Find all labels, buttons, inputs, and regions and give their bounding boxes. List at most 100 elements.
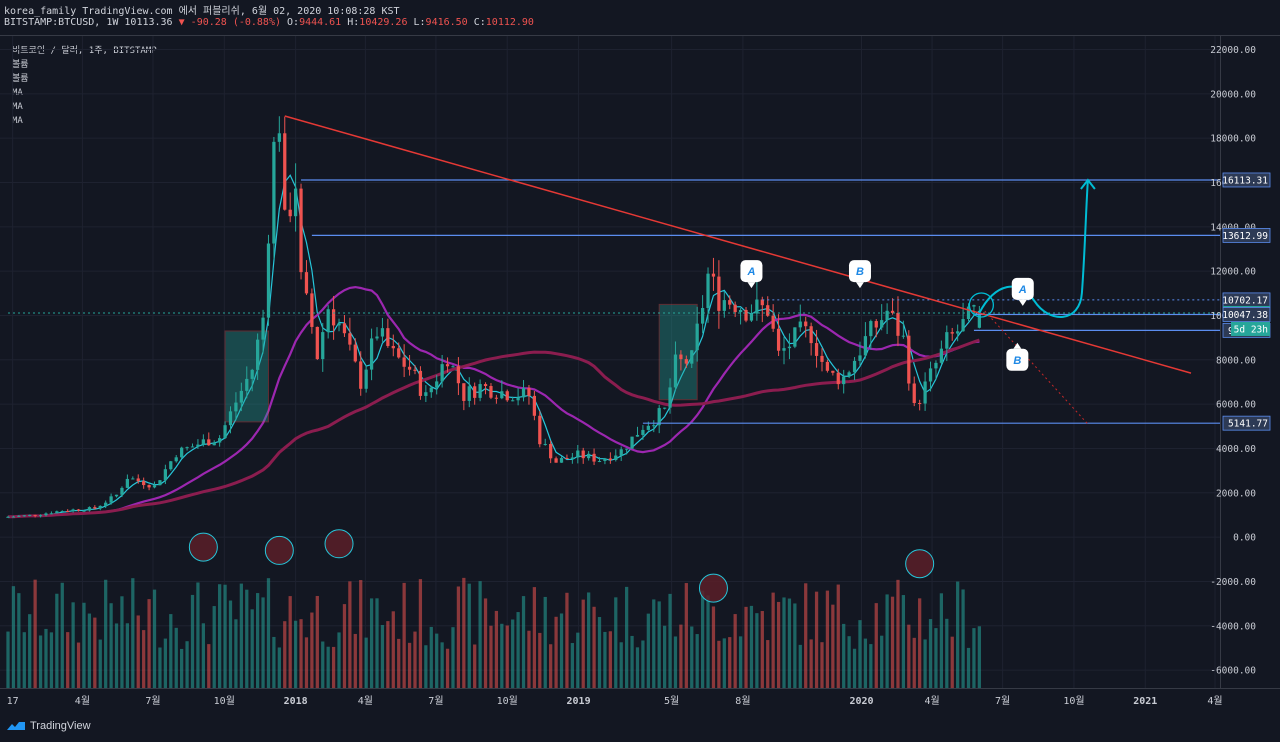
volume-bar bbox=[869, 644, 873, 688]
volume-spike-marker bbox=[264, 535, 294, 565]
candle-body bbox=[977, 312, 981, 328]
volume-bar bbox=[402, 582, 406, 688]
x-tick-label: 7월 bbox=[995, 695, 1010, 707]
volume-bar bbox=[549, 644, 553, 688]
volume-bar bbox=[966, 647, 971, 688]
volume-bar bbox=[163, 638, 167, 688]
volume-bar bbox=[950, 636, 954, 688]
candle-body bbox=[956, 331, 960, 334]
volume-bar bbox=[413, 631, 417, 688]
candle-body bbox=[608, 458, 612, 461]
legend-series-title[interactable]: 비트코인 / 달러, 1주, BITSTAMP bbox=[12, 46, 157, 56]
candle-body bbox=[543, 443, 547, 445]
volume-bar bbox=[880, 635, 884, 688]
candle-body bbox=[76, 509, 81, 511]
candle-body bbox=[825, 361, 830, 371]
volume-bar bbox=[435, 633, 439, 688]
volume-bar bbox=[766, 640, 770, 688]
candle-body bbox=[207, 439, 211, 446]
candle-body bbox=[386, 328, 390, 346]
x-tick-label: 2020 bbox=[849, 696, 873, 707]
candle-body bbox=[679, 354, 683, 360]
candle-body bbox=[451, 366, 455, 368]
volume-bar bbox=[928, 619, 933, 688]
candle-body bbox=[690, 350, 694, 364]
candle-body bbox=[700, 307, 705, 324]
volume-bar bbox=[543, 596, 547, 688]
candle-body bbox=[684, 359, 688, 364]
volume-bar bbox=[261, 597, 265, 688]
x-tick-label: 10월 bbox=[497, 695, 518, 707]
volume-spike-marker bbox=[905, 549, 935, 579]
price-tag-label: 16113.31 bbox=[1222, 175, 1268, 186]
tradingview-logo[interactable]: TradingView bbox=[6, 720, 91, 732]
volume-bar bbox=[641, 640, 645, 688]
volume-bar bbox=[565, 592, 569, 688]
candle-body bbox=[603, 458, 607, 461]
volume-bar bbox=[652, 599, 656, 688]
volume-bar bbox=[489, 625, 493, 688]
callout-bubble bbox=[848, 260, 871, 283]
candle-body bbox=[304, 272, 309, 294]
candle-body bbox=[635, 434, 640, 437]
volume-bar bbox=[679, 624, 683, 688]
candle-body bbox=[570, 457, 574, 459]
volume-bar bbox=[386, 621, 390, 688]
x-tick-label: 4월 bbox=[924, 695, 939, 707]
legend-ma[interactable]: MA bbox=[12, 88, 23, 98]
horizontal-levels bbox=[8, 179, 1220, 424]
volume-bar bbox=[733, 614, 737, 688]
volume-bar bbox=[321, 641, 325, 688]
volume-bar bbox=[700, 590, 705, 688]
volume-bar bbox=[131, 578, 135, 688]
volume-bar bbox=[6, 631, 10, 688]
candle-body bbox=[918, 402, 922, 404]
volume-bar bbox=[391, 611, 395, 688]
candle-body bbox=[163, 469, 167, 481]
moving-average-line bbox=[7, 338, 980, 519]
volume-bar bbox=[66, 632, 70, 688]
candle-body bbox=[429, 387, 433, 393]
candle-body bbox=[831, 370, 835, 373]
volume-bar bbox=[972, 628, 976, 688]
x-tick-label: 4월 bbox=[1207, 695, 1222, 707]
volume-bar bbox=[646, 613, 650, 688]
volume-bar bbox=[635, 647, 640, 688]
candle-body bbox=[793, 327, 797, 347]
volume-bar bbox=[212, 606, 216, 688]
volume-bar bbox=[104, 579, 108, 688]
x-tick-label: 10월 bbox=[214, 695, 235, 707]
legend-ma[interactable]: MA bbox=[12, 102, 23, 112]
candle-body bbox=[511, 400, 515, 402]
symbol-label[interactable]: BITSTAMP:BTCUSD, 1W 10113.36 bbox=[4, 17, 173, 28]
volume-bar bbox=[918, 598, 922, 688]
candle-body bbox=[733, 304, 737, 313]
logo-text: TradingView bbox=[30, 720, 91, 732]
candle-body bbox=[331, 309, 336, 326]
legend-volume[interactable]: 볼륨 bbox=[12, 60, 29, 70]
volume-bar bbox=[174, 627, 178, 688]
candle-body bbox=[359, 361, 363, 389]
volume-bar bbox=[852, 648, 857, 688]
volume-bar bbox=[511, 619, 515, 688]
price-tag-label: 10047.38 bbox=[1222, 310, 1268, 321]
volume-bar bbox=[136, 615, 140, 688]
candle-body bbox=[190, 446, 195, 448]
candle-body bbox=[820, 355, 824, 362]
candle-body bbox=[717, 276, 721, 311]
price-tag bbox=[1222, 307, 1271, 322]
volume-bar bbox=[820, 642, 824, 688]
candle-body bbox=[277, 133, 281, 142]
x-tick-label: 17 bbox=[7, 696, 19, 707]
volume-bar bbox=[272, 636, 276, 688]
price-tag-label: 10702.17 bbox=[1222, 295, 1268, 306]
legend-ma[interactable]: MA bbox=[12, 116, 23, 126]
legend-volume[interactable]: 볼륨 bbox=[12, 74, 29, 84]
volume-bar bbox=[776, 601, 781, 688]
candle-body bbox=[896, 312, 900, 336]
tradingview-logo-icon bbox=[7, 722, 25, 730]
candle-body bbox=[972, 305, 976, 307]
callout-bubble bbox=[1006, 348, 1029, 371]
volume-bar bbox=[874, 603, 878, 688]
